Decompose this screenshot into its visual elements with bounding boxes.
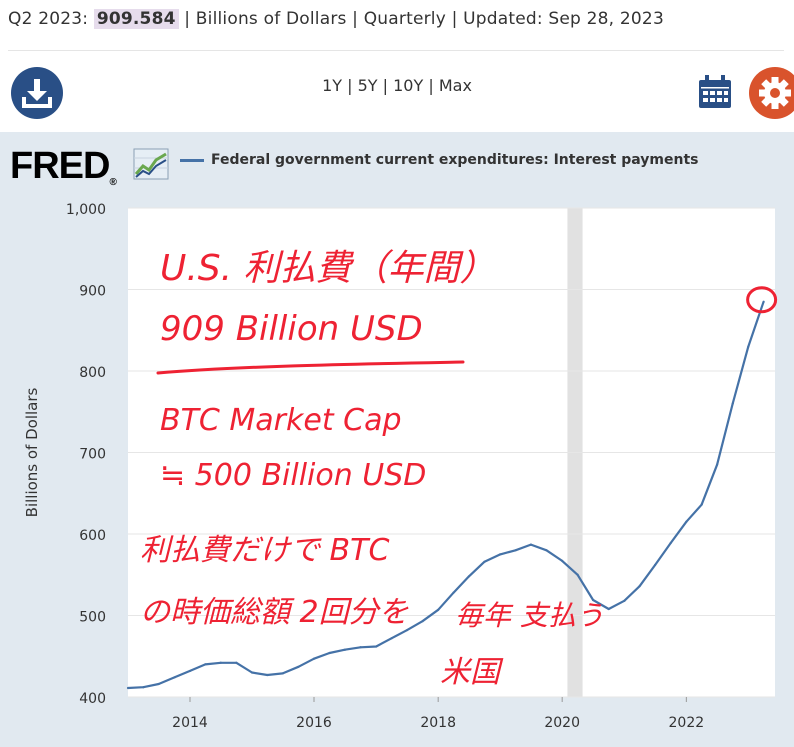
y-tick-label: 500	[79, 610, 106, 626]
data-point	[173, 676, 176, 679]
data-point	[343, 648, 347, 651]
data-point	[731, 402, 734, 405]
download-icon	[22, 79, 52, 108]
data-point	[499, 553, 502, 556]
x-tick-label: 2014	[172, 715, 208, 731]
y-tick-label: 900	[79, 284, 106, 300]
data-point	[375, 645, 378, 648]
fred-graph-icon	[133, 148, 169, 180]
gear-icon	[759, 77, 791, 109]
range-max-button[interactable]: Max	[438, 76, 472, 95]
data-point	[421, 620, 424, 623]
data-point	[437, 608, 440, 611]
data-point	[607, 607, 610, 611]
data-point	[219, 661, 222, 664]
calendar-button[interactable]	[697, 74, 733, 110]
range-divider: |	[347, 76, 353, 95]
annotation-line5: 利払費だけで BTC	[140, 533, 389, 568]
data-point	[653, 563, 657, 567]
data-point	[281, 672, 284, 675]
settings-button[interactable]	[749, 67, 794, 119]
data-point	[250, 671, 254, 674]
data-point	[762, 300, 765, 303]
data-point	[452, 591, 455, 594]
legend-series-name: Federal government current expenditures:…	[211, 152, 699, 168]
data-point	[715, 463, 719, 466]
annotation-line7: 毎年 支払う	[455, 599, 604, 632]
data-point	[638, 585, 641, 588]
x-tick-label: 2022	[669, 715, 705, 731]
data-point	[188, 669, 192, 673]
data-point	[204, 663, 207, 666]
y-tick-label: 1,000	[66, 202, 106, 218]
data-point	[297, 665, 300, 668]
registered-mark: ®	[109, 177, 116, 188]
data-point	[126, 686, 130, 690]
legend-swatch	[180, 158, 204, 162]
header-divider	[8, 50, 784, 51]
fred-logo-text: FRED	[10, 145, 110, 187]
series-line	[127, 301, 765, 690]
calendar-icon	[699, 75, 731, 108]
annotation-line2: 909 Billion USD	[160, 309, 423, 349]
annotation-underline	[156, 360, 465, 375]
data-point	[700, 503, 703, 506]
data-point	[142, 686, 145, 689]
y-tick-label: 600	[79, 528, 106, 544]
data-point	[390, 637, 393, 640]
y-tick-label: 700	[79, 447, 106, 463]
x-tick-label: 2016	[296, 715, 332, 731]
data-point	[328, 651, 331, 655]
download-button[interactable]	[11, 67, 63, 119]
data-point	[685, 520, 688, 523]
header-bar: Q2 2023: 909.584 | Billions of Dollars |…	[0, 0, 794, 42]
annotation-line4: ≒ 500 Billion USD	[160, 458, 426, 493]
data-point	[266, 673, 269, 677]
updated-date: Sep 28, 2023	[548, 9, 664, 29]
data-point	[483, 560, 486, 563]
range-divider: |	[428, 76, 434, 95]
data-point	[467, 575, 471, 578]
data-point	[747, 345, 750, 348]
data-point	[576, 573, 579, 576]
data-point	[312, 657, 316, 660]
data-point	[561, 559, 564, 562]
chart-legend: Federal government current expenditures:…	[180, 152, 698, 168]
x-tick-label: 2018	[420, 715, 456, 731]
annotation-line6: の時価総額 2回分を	[140, 595, 409, 630]
annotation-line1: U.S. 利払費（年間）	[160, 248, 496, 289]
y-axis-title: Billions of Dollars	[23, 387, 41, 517]
data-point	[669, 541, 672, 545]
data-point	[514, 549, 517, 552]
date-range-selector: 1Y | 5Y | 10Y | Max	[0, 76, 794, 95]
annotation-line3: BTC Market Cap	[160, 403, 402, 438]
data-point	[623, 599, 626, 602]
data-point	[529, 543, 533, 546]
data-point	[545, 549, 548, 552]
range-10y-button[interactable]: 10Y	[393, 76, 424, 95]
range-5y-button[interactable]: 5Y	[357, 76, 378, 95]
y-tick-label: 800	[79, 365, 106, 381]
x-tick-label: 2020	[544, 715, 580, 731]
range-divider: |	[382, 76, 389, 95]
data-point	[235, 661, 238, 664]
period-label: Q2 2023:	[8, 9, 89, 29]
series-summary: Q2 2023: 909.584 | Billions of Dollars |…	[8, 9, 664, 29]
data-point	[405, 629, 409, 632]
fred-logo[interactable]: FRED®	[10, 145, 117, 188]
data-point	[359, 646, 362, 649]
annotation-circle	[746, 286, 778, 314]
data-point	[157, 682, 160, 686]
latest-value: 909.584	[93, 9, 179, 29]
y-tick-label: 400	[79, 691, 106, 707]
toolbar: 1Y | 5Y | 10Y | Max	[0, 52, 794, 132]
annotation-line8: 米国	[440, 655, 504, 690]
units-frequency-label: | Billions of Dollars | Quarterly | Upda…	[184, 9, 543, 29]
range-1y-button[interactable]: 1Y	[322, 76, 343, 95]
data-point	[591, 598, 595, 602]
